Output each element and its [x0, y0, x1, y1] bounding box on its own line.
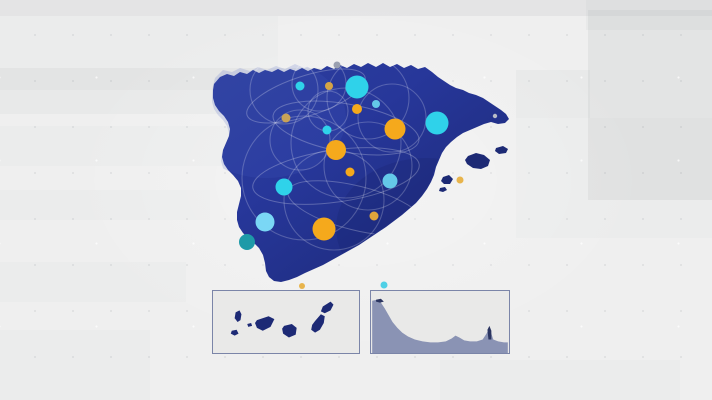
terrain-silhouette: [372, 299, 508, 353]
el-hierro-island: [247, 322, 253, 327]
dot-bilbao[interactable]: [345, 75, 369, 99]
map-ring: [357, 83, 427, 153]
tenerife-island: [255, 316, 275, 331]
spain-map: [196, 48, 526, 293]
dot-ibiza[interactable]: [456, 176, 464, 184]
dot-melilla[interactable]: [380, 281, 388, 289]
dot-albacete[interactable]: [369, 211, 379, 221]
formentera-island: [439, 187, 447, 192]
dot-sevilla[interactable]: [312, 217, 336, 241]
map-ring: [249, 60, 319, 125]
lanzarote-island: [320, 301, 334, 314]
map-data-dots: [239, 61, 498, 289]
terrain-peak-right: [487, 325, 492, 340]
la-palma-island: [234, 310, 242, 322]
dot-pirineos: [492, 113, 498, 119]
terrain-peak-left: [376, 298, 384, 303]
dot-salamanca[interactable]: [275, 178, 293, 196]
fuerteventura-island: [311, 314, 325, 333]
dot-cadiz[interactable]: [299, 283, 305, 289]
dot-cantabria[interactable]: [333, 61, 341, 69]
balearic-islands: [439, 146, 508, 192]
map-ring-overlay: [241, 60, 427, 251]
dot-leon[interactable]: [281, 113, 291, 123]
terrain-profile-shape: [372, 298, 508, 353]
la-gomera-island: [230, 329, 239, 336]
gran-canaria-island: [282, 323, 297, 338]
dot-segovia[interactable]: [322, 125, 332, 135]
terrain-profile-inset: [370, 290, 510, 354]
dot-barcelona[interactable]: [425, 111, 449, 135]
map-ring: [241, 115, 367, 241]
ibiza-island: [441, 175, 453, 184]
map-ring: [326, 60, 410, 140]
map-ring: [269, 109, 331, 171]
dot-burgos[interactable]: [325, 82, 333, 90]
map-ring: [323, 121, 413, 211]
dot-valencia[interactable]: [382, 173, 398, 189]
dot-zaragoza[interactable]: [384, 118, 406, 140]
dot-soria[interactable]: [352, 104, 362, 114]
dot-caceres[interactable]: [255, 212, 275, 232]
canary-islands-shapes: [230, 301, 334, 338]
dot-madrid[interactable]: [326, 140, 346, 160]
canary-islands-inset: [212, 290, 360, 354]
dot-cuenca[interactable]: [345, 167, 355, 177]
menorca-island: [495, 146, 508, 154]
dot-huelva[interactable]: [239, 234, 255, 250]
dot-valladolid[interactable]: [295, 81, 305, 91]
map-orbit: [246, 68, 366, 124]
dot-logrono[interactable]: [372, 100, 380, 108]
mallorca-island: [465, 153, 490, 169]
